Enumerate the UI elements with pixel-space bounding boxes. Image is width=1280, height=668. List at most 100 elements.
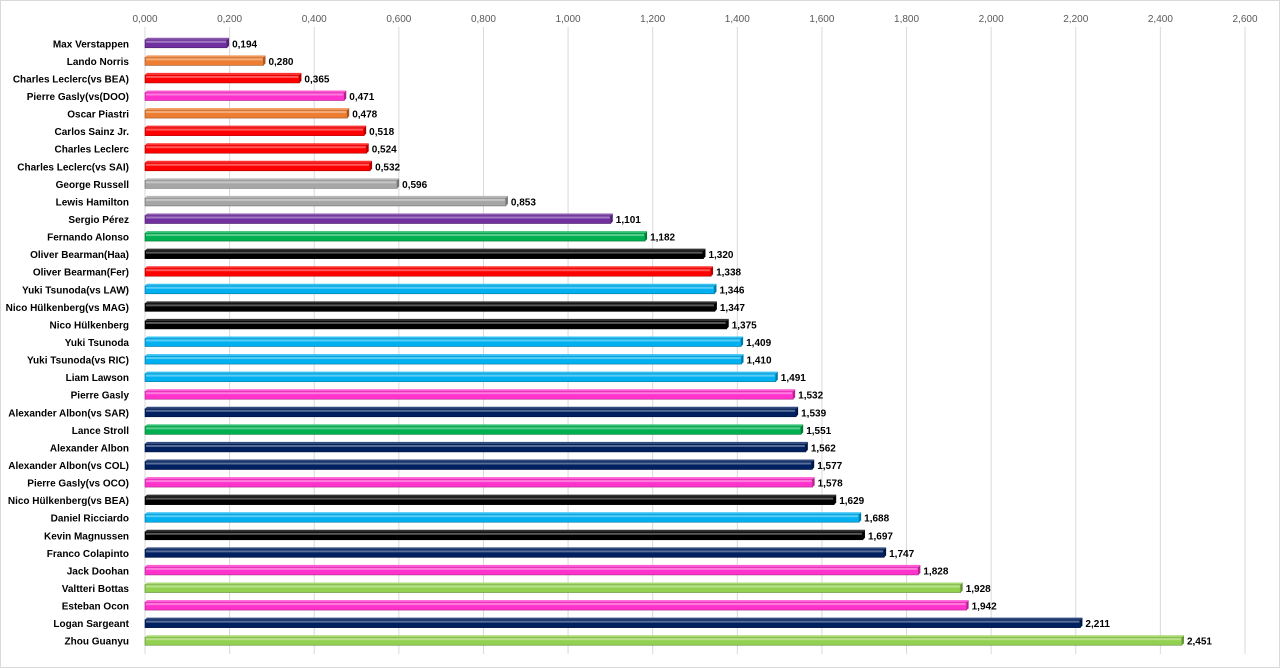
x-tick-label: 1,200 [640,14,665,25]
bar-cap [801,424,804,435]
bar-highlight [146,392,793,395]
bar-highlight [146,128,364,131]
data-label: 0,853 [511,197,536,208]
bar [144,371,778,382]
category-label: Carlos Sainz Jr. [55,127,130,138]
category-label: Liam Lawson [66,373,129,384]
bar-cap [711,266,714,277]
bar [144,336,744,347]
data-label: 1,375 [732,320,757,331]
category-label: Max Verstappen [53,39,129,50]
bar-top [145,354,744,357]
category-label: Lance Stroll [72,426,129,437]
category-label: Oliver Bearman(Fer) [33,268,129,279]
data-label: 0,596 [402,180,427,191]
bar [144,213,613,224]
bar [144,318,729,330]
bar-cap [805,441,808,452]
category-label: Lewis Hamilton [56,197,129,208]
bar-top [145,55,266,58]
category-labels: Max Verstappen Lando Norris Charles Lecler… [6,39,130,647]
category-label: Fernando Alonso [47,233,129,244]
bar [144,55,266,66]
bar-cap [741,336,744,347]
bar-cap [299,72,302,83]
x-tick-label: 1,800 [894,14,919,25]
bar-top [145,424,804,427]
bar-top [145,266,714,269]
bar-top [145,178,400,181]
bar-top [145,318,729,321]
bar-highlight [146,603,966,606]
bar-top [145,529,865,532]
bar [144,512,862,523]
bar-highlight [146,163,370,166]
bar-cap [366,143,369,154]
bar [144,564,921,576]
data-label: 1,346 [719,285,744,296]
category-label: Alexander Albon(vs SAR) [8,408,129,419]
bar-cap [862,529,865,540]
category-label: Pierre Gasly(vs(DOO) [27,92,129,103]
data-label: 1,347 [720,303,745,314]
bar-top [145,143,369,146]
bar-top [145,582,963,585]
category-label: Daniel Ricciardo [51,514,129,525]
x-axis-ticks: 0,000 0,200 0,400 0,600 0,800 1,000 1,200 1,400… [132,14,1257,25]
bar-top [145,301,717,304]
x-tick-label: 0,600 [386,14,411,25]
bar-cap [966,600,969,611]
data-label: 1,409 [746,338,771,349]
bar-cap [960,582,963,593]
data-label: 1,629 [839,496,864,507]
data-label: 1,532 [798,391,823,402]
bar-highlight [146,497,834,500]
bar-top [145,406,799,409]
data-label: 1,562 [811,443,836,454]
bar [144,494,837,505]
data-label: 0,471 [349,92,374,103]
bar-top [145,512,862,515]
bar-top [145,125,367,128]
bar-top [145,635,1184,638]
bar-cap [703,248,706,259]
bar-top [145,441,808,444]
category-label: Pierre Gasly(vs OCO) [27,479,129,490]
data-label: 0,365 [304,74,329,85]
bar [144,266,714,277]
bar-cap [741,354,744,365]
data-label: 2,451 [1187,637,1212,648]
data-label: 1,928 [966,584,991,595]
bar [144,143,369,154]
data-label: 0,194 [232,39,257,50]
bar-cap [859,512,862,523]
bar-cap [884,547,887,558]
bar-highlight [146,638,1181,641]
category-label: Zhou Guanyu [65,637,129,648]
bar-cap [918,564,921,575]
data-label: 1,551 [806,426,831,437]
bar [144,635,1184,646]
x-tick-label: 0,200 [217,14,242,25]
category-label: Logan Sargeant [53,619,129,630]
category-label: Oscar Piastri [67,110,129,121]
bars [144,37,1184,646]
bar [144,547,887,558]
data-label: 1,828 [923,566,948,577]
bar-top [145,248,706,251]
bar [144,37,230,49]
bar-top [145,37,230,40]
bar-highlight [146,515,859,518]
data-label: 0,478 [352,110,377,121]
bar-highlight [146,216,610,219]
category-label: Franco Colapinto [47,549,129,560]
bar-highlight [146,251,703,254]
bar [144,477,815,488]
bar-highlight [146,585,960,588]
bar-cap [397,178,400,189]
bar-top [145,72,302,75]
category-label: Yuki Tsunoda [65,338,130,349]
data-label: 1,577 [817,461,842,472]
bar-cap [344,90,347,101]
